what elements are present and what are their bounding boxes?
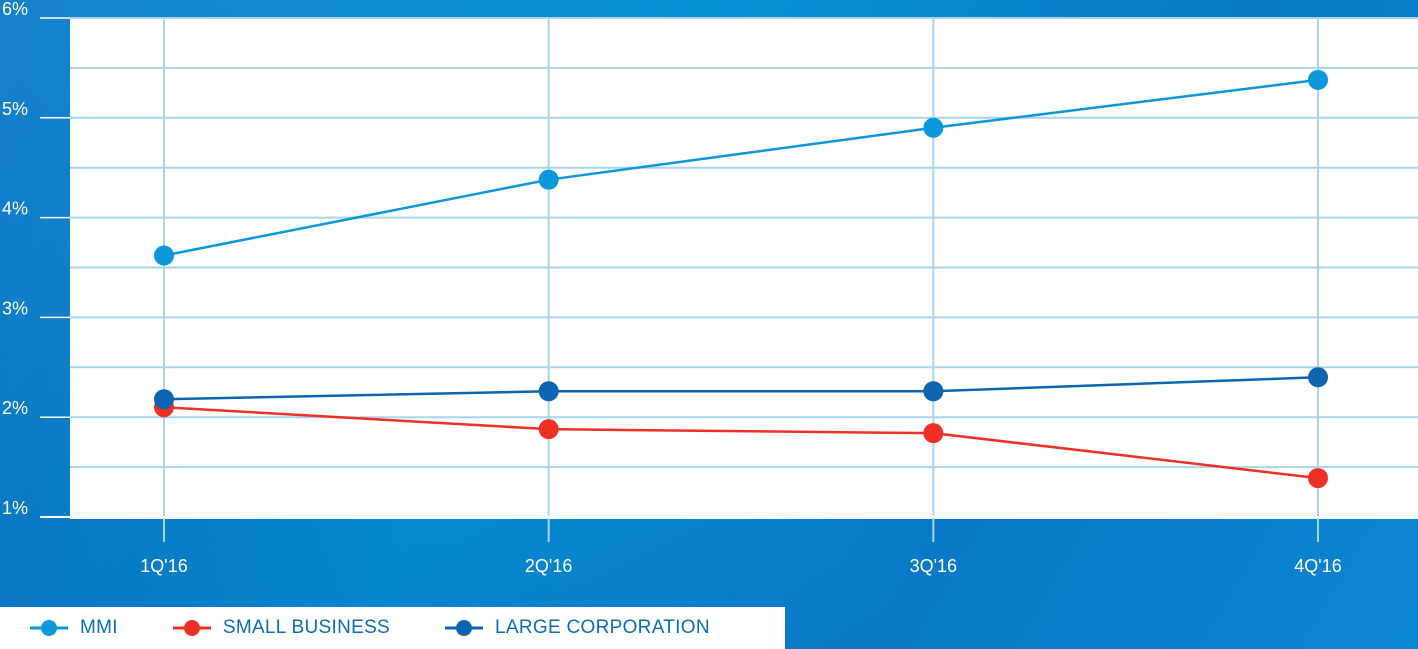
data-point-1-1 [538, 419, 559, 440]
legend-item-mmi: MMI [30, 617, 118, 639]
data-point-0-1 [538, 169, 559, 190]
x-tick-label: 1Q'16 [140, 556, 187, 576]
legend: MMI SMALL BUSINESS LARGE CORPORATION [0, 607, 785, 649]
y-tick-label: 6% [2, 0, 28, 19]
legend-label-small-business: SMALL BUSINESS [222, 617, 391, 638]
data-point-2-3 [1308, 367, 1328, 388]
y-tick-label: 1% [2, 498, 28, 518]
x-tick-label: 3Q'16 [910, 556, 957, 576]
y-tick-label: 5% [2, 99, 28, 119]
series-line-0 [163, 78, 1319, 257]
legend-item-large-corporation: LARGE CORPORATION [445, 617, 710, 639]
legend-label-mmi: MMI [80, 617, 118, 638]
x-axis-tick-labels: 1Q'16 2Q'16 3Q'16 4Q'16 [140, 556, 1341, 576]
axes [40, 17, 1418, 518]
legend-marker-large-corporation [445, 620, 484, 636]
series-points [154, 69, 1328, 489]
data-point-2-1 [538, 381, 559, 402]
legend-marker-small-business [172, 620, 211, 636]
line-chart: 1% 2% 3% 4% 5% 6% 1Q'16 2Q'16 3Q'16 4Q'16 [2, 0, 1418, 576]
y-tick-label: 3% [2, 298, 28, 318]
y-tick-label: 4% [2, 199, 28, 219]
data-point-2-2 [923, 381, 944, 402]
data-point-0-2 [923, 117, 944, 138]
series-line-1 [163, 405, 1319, 480]
legend-marker-mmi [30, 620, 68, 636]
x-tick-label: 4Q'16 [1294, 556, 1341, 576]
legend-item-small-business: SMALL BUSINESS [172, 617, 391, 639]
data-point-2-0 [154, 389, 174, 410]
data-point-0-3 [1308, 69, 1328, 90]
series-line-2 [163, 376, 1319, 401]
data-point-0-0 [154, 245, 174, 266]
legend-label-large-corporation: LARGE CORPORATION [495, 617, 710, 638]
series-lines [163, 78, 1319, 480]
y-tick-label: 2% [2, 398, 28, 418]
data-point-1-3 [1308, 468, 1328, 489]
x-tick-label: 2Q'16 [525, 556, 572, 576]
data-point-1-2 [923, 423, 944, 444]
y-axis-tick-labels: 1% 2% 3% 4% 5% 6% [2, 0, 28, 518]
grid-lines [70, 17, 1418, 542]
